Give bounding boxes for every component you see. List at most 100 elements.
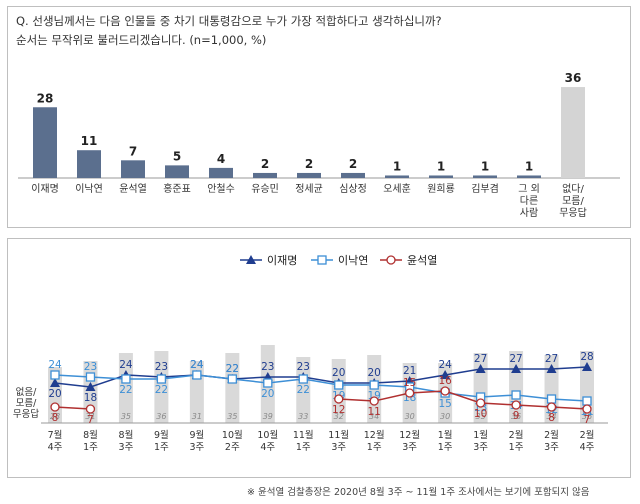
data-point — [582, 404, 592, 414]
data-label: 11 — [368, 406, 381, 418]
data-label: 12 — [332, 404, 345, 416]
data-point — [156, 374, 167, 384]
question-subtext: 순서는 무작위로 불러드리겠습니다. (n=1,000, %) — [16, 33, 267, 47]
data-point — [369, 396, 379, 406]
bar-value-label: 2 — [261, 157, 269, 171]
bar — [209, 167, 233, 178]
data-point — [298, 374, 308, 384]
legend-label: 이낙연 — [338, 254, 368, 267]
bar — [297, 172, 321, 178]
bar-value-label: 5 — [173, 149, 181, 163]
data-point — [405, 388, 415, 398]
bar-category-label: 정세균 — [295, 183, 323, 195]
x-tick-label: 12월 3주 — [399, 429, 420, 453]
x-tick-label: 7월 4주 — [48, 429, 63, 453]
data-label: 15 — [403, 377, 416, 389]
background-bar-value: 35 — [227, 412, 237, 421]
bar — [561, 87, 585, 178]
background-bar-value: 36 — [511, 412, 521, 421]
trend-line-chart: 이재명 이낙연 윤석열 28 31 35 36 31 35 39 33 32 34 30 30 35 36 34 3… — [13, 254, 608, 453]
bar — [121, 160, 145, 178]
background-bar-value: 31 — [192, 412, 202, 421]
data-label: 20 — [48, 388, 61, 400]
bar — [473, 175, 497, 178]
data-point — [50, 378, 60, 387]
data-point — [511, 390, 521, 400]
data-point — [227, 374, 237, 384]
x-tick-label: 1월 1주 — [438, 429, 453, 453]
bar-value-label: 2 — [305, 157, 313, 171]
data-label: 27 — [474, 353, 487, 365]
data-point — [121, 374, 131, 384]
bar-chart: 28이재명11이낙연7윤석열5홍준표4안철수2유승민2정세균2심상정1오세훈1원… — [18, 71, 620, 219]
x-tick-label: 8월 3주 — [119, 429, 134, 453]
x-tick-label: 2월 1주 — [509, 429, 524, 453]
x-tick-label: 2월 3주 — [544, 429, 559, 453]
bar — [77, 150, 101, 178]
data-point — [334, 380, 344, 390]
bar-category-label: 김부겸 — [471, 183, 499, 195]
data-point — [192, 370, 202, 380]
data-point — [582, 396, 592, 406]
background-bar-value: 34 — [546, 412, 556, 421]
bar-value-label: 11 — [81, 134, 98, 148]
legend-label: 윤석열 — [407, 254, 437, 267]
bar-value-label: 1 — [393, 159, 401, 173]
background-bar — [118, 353, 133, 423]
x-tick-label: 9월 3주 — [189, 429, 204, 453]
bar-category-label: 안철수 — [207, 183, 235, 195]
bar-value-label: 1 — [437, 159, 445, 173]
data-label: 24 — [48, 359, 62, 371]
data-label: 24 — [190, 359, 204, 371]
data-label: 20 — [332, 367, 345, 379]
bar — [517, 175, 541, 178]
data-label: 27 — [509, 353, 522, 365]
bar-category-label: 윤석열 — [119, 183, 147, 195]
data-label: 8 — [52, 412, 59, 424]
data-point — [475, 398, 486, 408]
series-line — [54, 366, 588, 388]
x-tick-label: 2월 4주 — [580, 429, 595, 453]
data-label: 7 — [584, 414, 591, 426]
background-bar-value: 34 — [369, 412, 379, 421]
series-line — [54, 374, 588, 402]
legend-marker — [317, 255, 327, 265]
data-label: 21 — [403, 365, 416, 377]
data-label: 23 — [261, 361, 274, 373]
data-point — [511, 364, 522, 373]
data-point — [440, 370, 451, 379]
background-bar — [225, 353, 240, 423]
data-point — [50, 370, 60, 380]
data-label: 22 — [119, 384, 132, 396]
data-label: 22 — [297, 384, 310, 396]
background-bar-value: 33 — [298, 412, 308, 421]
bar — [33, 107, 57, 178]
legend-marker — [246, 255, 256, 264]
data-label: 18 — [84, 392, 97, 404]
bottom-chart-panel: 이재명 이낙연 윤석열 28 31 35 36 31 35 39 33 32 34 30 30 35 36 34 3… — [7, 238, 631, 478]
bar-category-label: 원희룡 — [427, 183, 455, 195]
legend-marker — [386, 255, 396, 265]
data-point — [511, 400, 521, 410]
background-bar-value: 35 — [121, 412, 131, 421]
data-label: 23 — [84, 361, 97, 373]
background-bar-value: 28 — [50, 412, 60, 421]
bar-category-label: 홍준표 — [163, 182, 191, 195]
data-point — [546, 394, 557, 404]
bar — [341, 172, 365, 178]
bar-value-label: 36 — [565, 71, 582, 85]
top-chart-panel: Q. 선생님께서는 다음 인물들 중 차기 대통령감으로 누가 가장 적합하다고… — [7, 6, 631, 228]
data-point — [334, 394, 344, 404]
question-text: Q. 선생님께서는 다음 인물들 중 차기 대통령감으로 누가 가장 적합하다고… — [16, 14, 442, 28]
bar-value-label: 7 — [129, 144, 137, 158]
x-tick-label: 8월 1주 — [83, 429, 98, 453]
data-point — [263, 378, 273, 388]
bar-value-label: 1 — [481, 159, 489, 173]
background-bar — [296, 357, 311, 423]
data-label: 9 — [513, 410, 520, 422]
background-bar — [331, 359, 346, 423]
data-point — [85, 382, 96, 391]
data-label: 16 — [438, 375, 452, 387]
background-bar-value: 30 — [440, 412, 450, 421]
x-tick-label: 11월 1주 — [293, 429, 314, 453]
